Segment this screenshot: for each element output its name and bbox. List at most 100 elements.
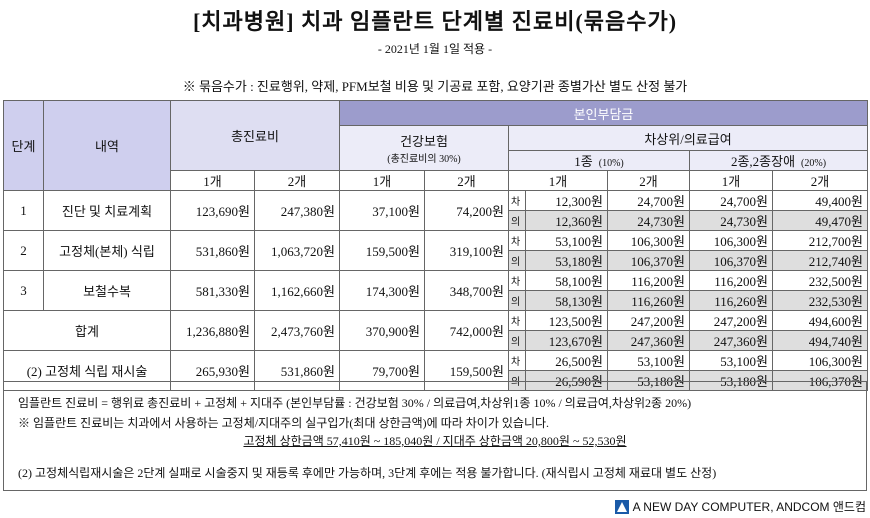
rate: (10%) xyxy=(598,158,624,169)
low-income-copay: 26,500원 xyxy=(525,350,608,371)
limits: 고정체 상한금액 57,410원 ~ 185,040원 / 지대주 상한금액 2… xyxy=(243,434,627,448)
count-label: 2개 xyxy=(771,170,869,191)
count-label: 1개 xyxy=(170,170,255,191)
header-cell: 총진료비 xyxy=(170,100,340,171)
brand-icon xyxy=(614,499,629,514)
low-income-copay: 12,360원 xyxy=(525,210,608,231)
item: 진단 및 치료계획 xyxy=(43,190,171,231)
low-income-copay: 123,500원 xyxy=(525,310,608,331)
rate: (총진료비의 30%) xyxy=(387,154,461,165)
low-income-copay: 123,670원 xyxy=(525,330,608,351)
table-row: 의 12,360원 24,730원 24,730원 49,470원 xyxy=(4,210,869,231)
header-cell: 본인부담금 xyxy=(338,100,869,126)
sub-tag: 차 xyxy=(508,270,526,291)
total-fee: 531,860원 xyxy=(254,350,340,391)
table-row: 1개 2개 1개 2개 1개 2개 1개 2개 xyxy=(4,170,869,191)
sub-tag: 의 xyxy=(508,370,526,391)
count-label: 2개 xyxy=(254,170,340,191)
low-income-copay: 106,300원 xyxy=(607,230,690,251)
low-income-copay: 26,590원 xyxy=(525,370,608,391)
header-cell: 2종,2종장애 (20%) xyxy=(688,150,869,171)
sub-tag: 의 xyxy=(508,210,526,231)
total-fee: 1,063,720원 xyxy=(254,230,340,271)
low-income-copay: 232,500원 xyxy=(771,270,869,291)
footer-box: 임플란트 진료비 = 행위료 총진료비 + 고정체 + 지대주 (본인부담률 :… xyxy=(3,381,867,491)
table-row: 의 123,670원 247,360원 247,360원 494,740원 xyxy=(4,330,869,351)
low-income-copay: 247,360원 xyxy=(689,330,773,351)
sub-tag: 차 xyxy=(508,350,526,371)
low-income-copay: 53,180원 xyxy=(525,250,608,271)
brand-text: A NEW DAY COMPUTER, ANDCOM 앤드컴 xyxy=(632,500,866,514)
count-label: 2개 xyxy=(424,170,509,191)
header-cell: 1종 (10%) xyxy=(508,150,690,171)
low-income-copay: 212,700원 xyxy=(771,230,869,251)
low-income-copay: 12,300원 xyxy=(525,190,608,211)
sub-tag: 의 xyxy=(508,330,526,351)
subtitle: - 2021년 1월 1일 적용 - xyxy=(377,42,493,56)
table-row: 2 고정체(본체) 식립 531,860원 1,063,720원 159,500원 319… xyxy=(3,230,869,271)
stage: 1 xyxy=(3,190,44,231)
insurance-copay: 159,500원 xyxy=(339,230,425,271)
sub-tag: 의 xyxy=(508,250,526,271)
note: ※ 묶음수가 : 진료행위, 약제, PFM보철 비용 및 기공료 포함, 요양… xyxy=(182,79,688,94)
low-income-copay: 494,600원 xyxy=(771,310,869,331)
total-fee: 123,690원 xyxy=(170,190,255,231)
insurance-copay: 742,000원 xyxy=(424,310,509,351)
count-label: 1개 xyxy=(508,170,608,191)
low-income-copay: 116,200원 xyxy=(689,270,773,291)
stage: 2 xyxy=(3,230,44,271)
table-row: 1종 (10%) 2종,2종장애 (20%) xyxy=(4,150,869,171)
low-income-copay: 232,530원 xyxy=(771,290,869,311)
insurance-copay: 74,200원 xyxy=(424,190,509,231)
low-income-copay: 212,740원 xyxy=(771,250,869,271)
table-row: 건강보험 (총진료비의 30%) 차상위/의료급여 xyxy=(4,125,869,171)
total-fee: 1,236,880원 xyxy=(170,310,255,351)
low-income-copay: 106,370원 xyxy=(771,370,869,391)
low-income-copay: 24,700원 xyxy=(689,190,773,211)
low-income-copay: 58,130원 xyxy=(525,290,608,311)
insurance-copay: 319,100원 xyxy=(424,230,509,271)
item: 합계 xyxy=(3,310,171,351)
low-income-copay: 116,200원 xyxy=(607,270,690,291)
table-row: 합계 1,236,880원 2,473,760원 370,900원 742,000원 차 1… xyxy=(3,310,869,351)
low-income-copay: 247,200원 xyxy=(607,310,690,331)
total-fee: 265,930원 xyxy=(170,350,255,391)
total-fee: 1,162,660원 xyxy=(254,270,340,311)
table-row: 단계 내역 총진료비 본인부담금 xyxy=(3,100,869,191)
low-income-copay: 24,700원 xyxy=(607,190,690,211)
insurance-copay: 370,900원 xyxy=(339,310,425,351)
total-fee: 531,860원 xyxy=(170,230,255,271)
low-income-copay: 49,400원 xyxy=(771,190,869,211)
total-fee: 2,473,760원 xyxy=(254,310,340,351)
header-cell: 건강보험 (총진료비의 30%) xyxy=(339,125,509,171)
total-fee: 581,330원 xyxy=(170,270,255,311)
low-income-copay: 116,260원 xyxy=(689,290,773,311)
low-income-copay: 24,730원 xyxy=(607,210,690,231)
low-income-copay: 49,470원 xyxy=(771,210,869,231)
brand: A NEW DAY COMPUTER, ANDCOM 앤드컴 xyxy=(614,498,866,515)
low-income-copay: 24,730원 xyxy=(689,210,773,231)
item: 보철수복 xyxy=(43,270,171,311)
low-income-copay: 106,300원 xyxy=(771,350,869,371)
item: (2) 고정체 식립 재시술 xyxy=(3,350,171,391)
low-income-copay: 53,180원 xyxy=(689,370,773,391)
total-fee: 247,380원 xyxy=(254,190,340,231)
sub-tag: 의 xyxy=(508,290,526,311)
insurance-copay: 79,700원 xyxy=(339,350,425,391)
low-income-copay: 116,260원 xyxy=(607,290,690,311)
low-income-copay: 58,100원 xyxy=(525,270,608,291)
low-income-copay: 247,200원 xyxy=(689,310,773,331)
table-row: 의 26,590원 53,180원 53,180원 106,370원 xyxy=(4,370,869,391)
low-income-copay: 53,100원 xyxy=(607,350,690,371)
sub-tag: 차 xyxy=(508,230,526,251)
stage: 3 xyxy=(3,270,44,311)
item: 고정체(본체) 식립 xyxy=(43,230,171,271)
low-income-copay: 106,370원 xyxy=(689,250,773,271)
title: [치과병원] 치과 임플란트 단계별 진료비(묶음수가) xyxy=(192,9,678,34)
formula: 임플란트 진료비 = 행위료 총진료비 + 고정체 + 지대주 (본인부담률 :… xyxy=(18,396,692,410)
count-label: 1개 xyxy=(689,170,773,191)
low-income-copay: 494,740원 xyxy=(771,330,869,351)
sub-tag: 차 xyxy=(508,310,526,331)
low-income-copay: 53,100원 xyxy=(525,230,608,251)
